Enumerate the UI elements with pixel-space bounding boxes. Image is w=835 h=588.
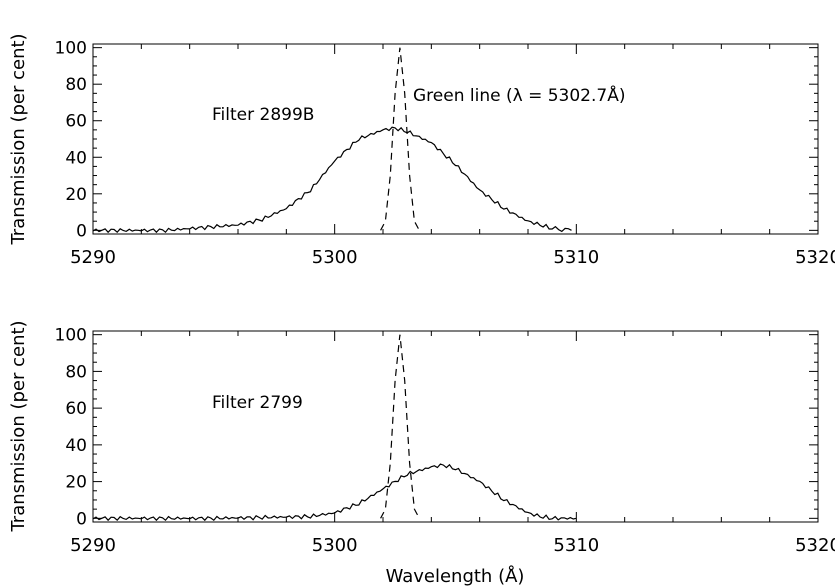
chart-panel-top: 0 20 40 60 80 100 5290 5300 5310 5320 Transmissio… bbox=[8, 33, 835, 268]
x-axis-label: Wavelength (Å) bbox=[386, 565, 525, 587]
x-tick-label: 5290 bbox=[70, 247, 116, 268]
axis-ticks: 0 20 40 60 80 100 5290 5300 5310 5320 bbox=[55, 326, 835, 556]
x-tick-label: 5310 bbox=[553, 247, 599, 268]
x-tick-label: 5290 bbox=[70, 535, 116, 556]
x-tick-label: 5300 bbox=[312, 535, 358, 556]
y-tick-label: 60 bbox=[65, 112, 87, 132]
y-tick-label: 60 bbox=[65, 399, 87, 419]
y-tick-label: 100 bbox=[55, 326, 87, 346]
series-lines bbox=[92, 47, 572, 234]
x-tick-label: 5300 bbox=[312, 247, 358, 268]
x-tick-label: 5320 bbox=[795, 535, 835, 556]
series-line-green-line bbox=[380, 334, 420, 519]
chart-panel-bottom: 0 20 40 60 80 100 5290 5300 5310 5320 Transmissio… bbox=[8, 320, 835, 587]
series-line-filter bbox=[92, 463, 577, 522]
annotation-filter-2799: Filter 2799 bbox=[212, 393, 303, 413]
y-tick-label: 40 bbox=[65, 148, 87, 168]
x-tick-label: 5320 bbox=[795, 247, 835, 268]
annotation-green-line: Green line (λ = 5302.7Å) bbox=[413, 84, 625, 106]
annotation-filter-2899b: Filter 2899B bbox=[212, 105, 314, 125]
y-tick-label: 0 bbox=[76, 221, 87, 241]
y-tick-label: 100 bbox=[55, 39, 87, 59]
y-tick-label: 20 bbox=[65, 473, 87, 493]
axis-ticks: 0 20 40 60 80 100 5290 5300 5310 5320 bbox=[55, 39, 835, 268]
plot-frame bbox=[92, 330, 819, 523]
y-tick-label: 40 bbox=[65, 436, 87, 456]
y-tick-label: 0 bbox=[76, 509, 87, 529]
y-axis-label: Transmission (per cent) bbox=[8, 320, 29, 532]
y-axis-label: Transmission (per cent) bbox=[8, 33, 29, 245]
y-tick-label: 20 bbox=[65, 185, 87, 205]
series-line-green-line bbox=[380, 47, 420, 231]
plot-frame bbox=[92, 43, 819, 235]
y-tick-label: 80 bbox=[65, 362, 87, 382]
series-line-filter bbox=[92, 126, 572, 234]
x-tick-label: 5310 bbox=[553, 535, 599, 556]
y-tick-label: 80 bbox=[65, 75, 87, 95]
series-lines bbox=[92, 334, 577, 522]
